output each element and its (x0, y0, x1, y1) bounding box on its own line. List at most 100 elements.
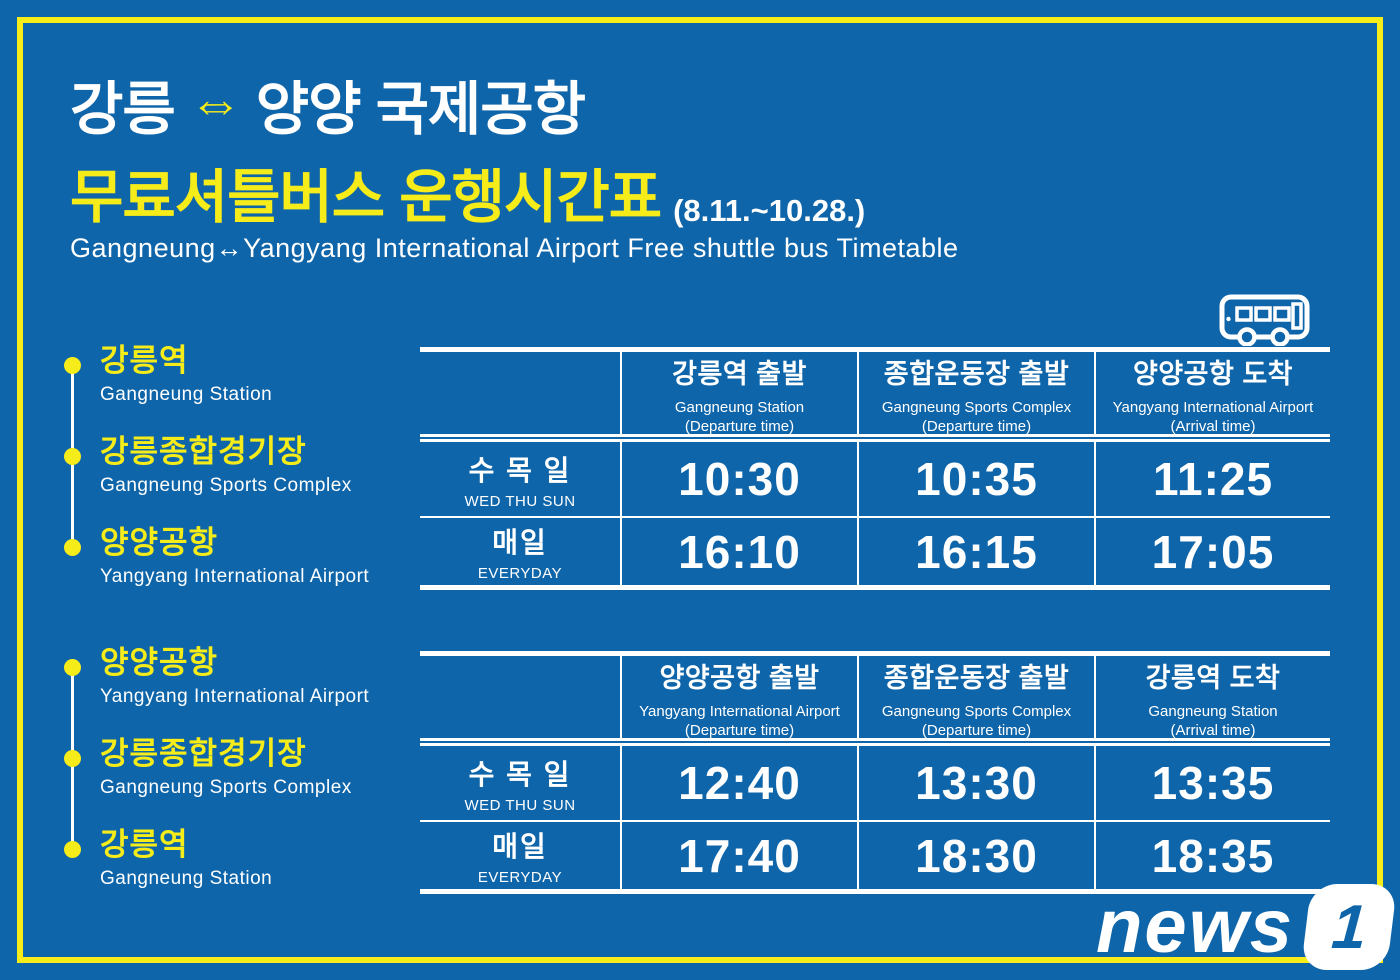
time-cell: 18:35 (1094, 822, 1330, 889)
time-cell: 13:35 (1094, 746, 1330, 820)
day-label-kr: 수 목 일 (468, 758, 572, 790)
table-row: 수 목 일 WED THU SUN 12:40 13:30 13:35 (420, 746, 1330, 822)
stop-name-en: Yangyang International Airport (100, 686, 370, 707)
page-subtitle-en: Gangneung↔Yangyang International Airport… (70, 233, 959, 263)
stop-dot-icon (64, 659, 81, 676)
stop-dot-icon (64, 841, 81, 858)
list-item: 양양공항 Yangyang International Airport (100, 526, 369, 588)
departure-time: 16:15 (915, 525, 1038, 578)
column-title-kr: 양양공항 도착 (1132, 359, 1294, 389)
day-cell: 매일 EVERYDAY (420, 822, 620, 889)
departure-time: 17:40 (678, 829, 801, 882)
list-item: 강릉종합경기장 Gangneung Sports Complex (100, 435, 352, 497)
column-title-en: Yangyang International Airport (1112, 399, 1314, 416)
departure-time: 10:35 (915, 453, 1038, 505)
stop-dot-icon (64, 448, 81, 465)
list-item: 강릉종합경기장 Gangneung Sports Complex (100, 737, 352, 799)
time-cell: 10:35 (857, 442, 1094, 516)
stop-dot-icon (64, 750, 81, 767)
stop-name-en: Gangneung Station (100, 868, 273, 889)
stop-name-kr: 강릉종합경기장 (100, 434, 307, 469)
list-item: 강릉역 Gangneung Station (100, 828, 272, 890)
day-label-kr: 매일 (492, 831, 548, 862)
page-title: 강릉 ⇔ 양양 국제공항 (70, 62, 586, 146)
subtitle-kr-text: 무료셔틀버스 운행시간표 (70, 165, 662, 230)
column-note: (Departure time) (684, 418, 795, 435)
column-note: (Departure time) (684, 722, 795, 739)
table-row: 매일 EVERYDAY 16:10 16:15 17:05 (420, 518, 1330, 585)
column-note: (Departure time) (921, 418, 1032, 435)
arrival-time: 18:35 (1151, 829, 1275, 882)
table-row: 수 목 일 WED THU SUN 10:30 10:35 11:25 (420, 442, 1330, 518)
timetable-inbound: 양양공항 출발 Yangyang International Airport (… (420, 651, 1330, 894)
stop-dot-icon (64, 539, 81, 556)
header-cell-empty (420, 656, 620, 740)
table-row: 매일 EVERYDAY 17:40 18:30 18:35 (420, 822, 1330, 889)
column-title-kr: 종합운동장 출발 (883, 359, 1070, 389)
column-title-en: Gangneung Station (674, 399, 805, 416)
day-cell: 매일 EVERYDAY (420, 518, 620, 585)
stop-name-en: Yangyang International Airport (100, 566, 370, 587)
table-header-row: 양양공항 출발 Yangyang International Airport (… (420, 656, 1330, 746)
day-label-en: WED THU SUN (464, 796, 576, 814)
time-cell: 12:40 (620, 746, 857, 820)
news1-logo-one-box: 1 (1300, 884, 1398, 970)
header-cell-empty (420, 352, 620, 436)
column-title-en: Gangneung Sports Complex (881, 399, 1072, 416)
column-title-en: Gangneung Sports Complex (881, 703, 1072, 720)
stop-name-kr: 양양공항 (100, 645, 219, 680)
day-label-en: EVERYDAY (477, 869, 563, 886)
list-item: 양양공항 Yangyang International Airport (100, 646, 369, 708)
header-cell: 강릉역 도착 Gangneung Station (Arrival time) (1094, 656, 1330, 740)
column-title-en: Yangyang International Airport (639, 703, 840, 720)
bus-icon (1218, 294, 1312, 347)
stop-name-kr: 강릉종합경기장 (100, 736, 307, 771)
list-item: 강릉역 Gangneung Station (100, 344, 272, 406)
departure-time: 10:30 (678, 453, 801, 505)
time-cell: 16:15 (857, 518, 1094, 585)
departure-time: 18:30 (915, 829, 1038, 882)
stop-name-en: Gangneung Station (100, 384, 273, 405)
time-cell: 18:30 (857, 822, 1094, 889)
stop-dot-icon (64, 357, 81, 374)
header-cell: 종합운동장 출발 Gangneung Sports Complex (Depar… (857, 352, 1094, 436)
column-title-kr: 강릉역 출발 (672, 359, 807, 389)
stop-name-en: Gangneung Sports Complex (100, 475, 352, 496)
time-cell: 11:25 (1094, 442, 1330, 516)
double-arrow-icon: ⇔ (188, 74, 243, 134)
day-label-kr: 수 목 일 (468, 454, 572, 486)
stop-name-kr: 강릉역 (100, 827, 189, 862)
route-stops-inbound: 양양공항 Yangyang International Airport 강릉종합… (64, 646, 414, 916)
column-note: (Arrival time) (1170, 418, 1256, 435)
departure-time: 16:10 (678, 525, 801, 578)
stop-name-en: Gangneung Sports Complex (100, 777, 352, 798)
header-cell: 강릉역 출발 Gangneung Station (Departure time… (620, 352, 857, 436)
news1-logo: news 1 (1096, 884, 1398, 970)
column-note: (Departure time) (921, 722, 1032, 739)
header-cell: 양양공항 출발 Yangyang International Airport (… (620, 656, 857, 740)
table-header-row: 강릉역 출발 Gangneung Station (Departure time… (420, 352, 1330, 442)
column-title-kr: 강릉역 도착 (1145, 663, 1281, 693)
column-title-kr: 양양공항 출발 (659, 663, 820, 693)
departure-time: 13:30 (915, 757, 1038, 809)
arrival-time: 17:05 (1151, 525, 1275, 578)
column-note: (Arrival time) (1170, 722, 1256, 739)
time-cell: 16:10 (620, 518, 857, 585)
header-cell: 양양공항 도착 Yangyang International Airport (… (1094, 352, 1330, 436)
day-label-kr: 매일 (492, 527, 548, 558)
column-title-kr: 종합운동장 출발 (883, 663, 1070, 693)
arrival-time: 13:35 (1151, 757, 1275, 809)
time-cell: 17:05 (1094, 518, 1330, 585)
day-cell: 수 목 일 WED THU SUN (420, 442, 620, 516)
header-cell: 종합운동장 출발 Gangneung Sports Complex (Depar… (857, 656, 1094, 740)
news1-logo-text: news (1096, 884, 1295, 969)
news1-logo-numeral: 1 (1329, 892, 1369, 962)
time-cell: 17:40 (620, 822, 857, 889)
title-kr-right: 양양 국제공항 (255, 77, 586, 142)
day-label-en: WED THU SUN (464, 492, 576, 510)
title-kr-left: 강릉 (70, 77, 176, 142)
yellow-border-frame (17, 17, 1383, 963)
day-cell: 수 목 일 WED THU SUN (420, 746, 620, 820)
time-cell: 13:30 (857, 746, 1094, 820)
